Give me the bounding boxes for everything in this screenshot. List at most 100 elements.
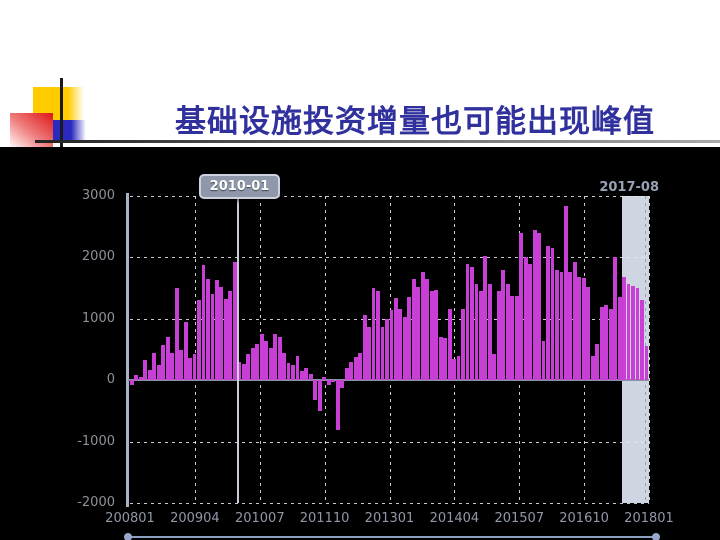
bar[interactable]	[340, 380, 345, 388]
timeline-scrollbar[interactable]	[128, 536, 656, 538]
bar[interactable]	[546, 246, 550, 381]
bar[interactable]	[188, 357, 193, 381]
bar[interactable]	[138, 376, 143, 381]
bar[interactable]	[241, 364, 246, 381]
bar[interactable]	[407, 297, 412, 381]
bar[interactable]	[183, 321, 188, 381]
bar[interactable]	[264, 340, 269, 381]
bar[interactable]	[353, 356, 358, 381]
bar[interactable]	[541, 340, 546, 381]
bar[interactable]	[308, 374, 313, 381]
bar[interactable]	[344, 367, 349, 381]
bar[interactable]	[514, 296, 519, 381]
bar[interactable]	[349, 361, 354, 381]
bar[interactable]	[420, 272, 425, 381]
bar[interactable]	[452, 358, 456, 381]
bar[interactable]	[492, 353, 497, 381]
bar[interactable]	[246, 353, 251, 381]
bar[interactable]	[590, 356, 595, 381]
bar[interactable]	[335, 380, 340, 431]
bar[interactable]	[438, 337, 443, 381]
bar[interactable]	[402, 317, 407, 381]
bar[interactable]	[617, 297, 622, 381]
bar[interactable]	[519, 232, 524, 381]
bar[interactable]	[478, 291, 483, 381]
bar[interactable]	[219, 286, 224, 381]
bar[interactable]	[304, 367, 309, 381]
bar[interactable]	[268, 348, 273, 381]
bar[interactable]	[581, 278, 586, 381]
bar[interactable]	[174, 288, 179, 381]
bar[interactable]	[215, 280, 219, 381]
bar[interactable]	[228, 291, 233, 381]
bar[interactable]	[371, 287, 376, 381]
bar[interactable]	[425, 278, 430, 381]
bar[interactable]	[537, 232, 541, 381]
bar[interactable]	[496, 291, 501, 381]
bar[interactable]	[277, 337, 282, 381]
bar[interactable]	[197, 300, 201, 381]
bar[interactable]	[559, 271, 564, 381]
bar[interactable]	[487, 283, 492, 381]
bar[interactable]	[376, 291, 380, 381]
bar[interactable]	[483, 255, 488, 381]
bar[interactable]	[586, 286, 591, 381]
bar[interactable]	[626, 283, 631, 381]
bar[interactable]	[201, 265, 206, 381]
bar[interactable]	[456, 355, 461, 381]
bar[interactable]	[223, 299, 228, 381]
bar[interactable]	[286, 363, 291, 381]
bar[interactable]	[326, 380, 331, 386]
scrollbar-right-handle[interactable]	[652, 533, 660, 540]
bar[interactable]	[282, 352, 286, 381]
bar[interactable]	[389, 310, 394, 381]
bar[interactable]	[635, 288, 640, 381]
bar[interactable]	[147, 369, 152, 381]
bar[interactable]	[255, 344, 260, 381]
bar[interactable]	[572, 262, 577, 381]
bar[interactable]	[577, 277, 582, 381]
bar[interactable]	[317, 380, 322, 411]
bar[interactable]	[447, 309, 452, 381]
bar[interactable]	[510, 296, 515, 381]
bar[interactable]	[380, 326, 385, 381]
bar[interactable]	[134, 374, 139, 381]
bar[interactable]	[250, 348, 255, 381]
bar[interactable]	[505, 284, 510, 381]
bar[interactable]	[179, 350, 184, 381]
bar[interactable]	[130, 380, 134, 386]
bar[interactable]	[170, 352, 175, 381]
bar[interactable]	[210, 294, 215, 381]
bar[interactable]	[291, 364, 295, 381]
bar[interactable]	[470, 266, 474, 381]
bar[interactable]	[555, 270, 559, 381]
bar[interactable]	[416, 286, 421, 381]
bar[interactable]	[300, 371, 304, 381]
bar[interactable]	[259, 334, 264, 381]
bar[interactable]	[398, 309, 403, 381]
bar[interactable]	[631, 285, 635, 381]
bar[interactable]	[443, 338, 448, 381]
bar[interactable]	[411, 278, 416, 381]
bar[interactable]	[550, 248, 555, 381]
bar[interactable]	[295, 356, 300, 381]
bar[interactable]	[644, 345, 649, 381]
bar[interactable]	[429, 291, 434, 381]
bar[interactable]	[622, 277, 627, 381]
bar[interactable]	[608, 309, 613, 381]
bar[interactable]	[322, 376, 327, 381]
bar[interactable]	[501, 269, 506, 381]
bar[interactable]	[461, 309, 465, 381]
bar[interactable]	[331, 380, 336, 382]
bar[interactable]	[152, 353, 157, 381]
bar[interactable]	[206, 278, 210, 381]
bar[interactable]	[613, 257, 618, 381]
bar[interactable]	[358, 352, 363, 381]
bar[interactable]	[362, 315, 367, 381]
bar[interactable]	[640, 300, 644, 381]
bar[interactable]	[313, 380, 318, 401]
bar[interactable]	[434, 289, 439, 381]
bar[interactable]	[563, 205, 568, 381]
scrollbar-left-handle[interactable]	[124, 533, 132, 540]
bar[interactable]	[532, 230, 537, 381]
